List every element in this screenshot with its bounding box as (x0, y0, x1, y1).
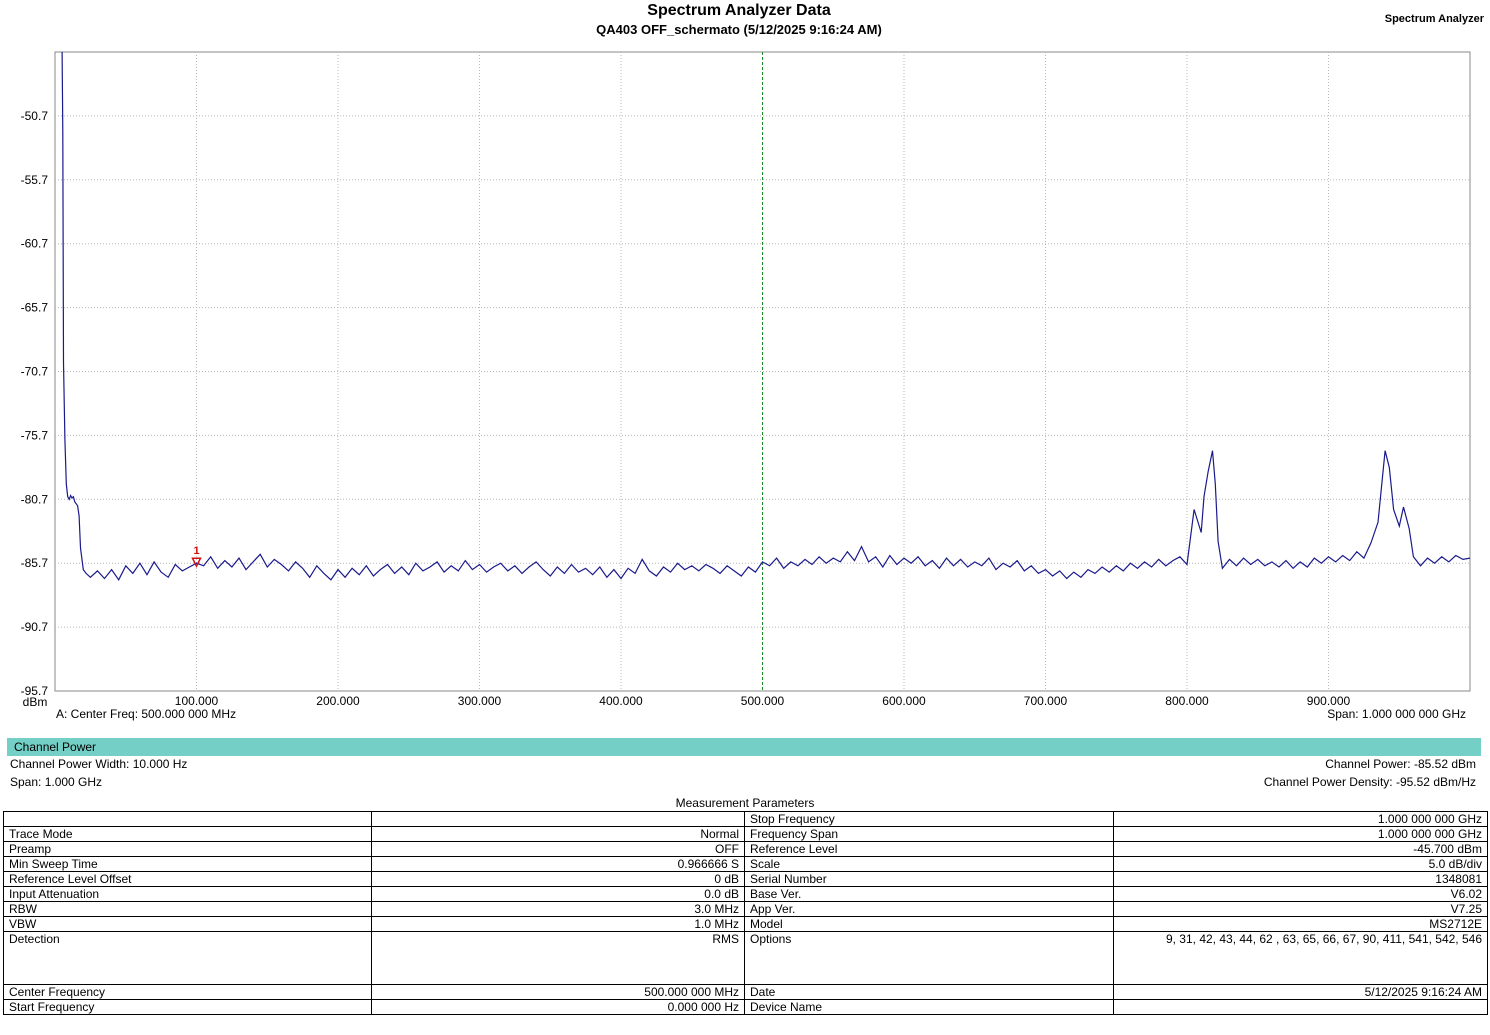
spectrum-chart: -50.7 -55.7 -60.7 -65.7 -70.7 -75.7 -80.7 -85.7… (21, 51, 1471, 709)
measurement-parameters-table: Stop Frequency 1.000 000 000 GHz Trace Mod… (3, 811, 1488, 1015)
param-name: Frequency Span (744, 826, 1114, 842)
channel-power-value: Channel Power: -85.52 dBm (1325, 757, 1476, 771)
param-row: Trace Mode Normal Frequency Span 1.000 000 … (3, 826, 1488, 842)
param-name: Input Attenuation (3, 886, 372, 902)
param-value: RMS (371, 931, 745, 985)
param-name: Min Sweep Time (3, 856, 372, 872)
y-tick-label: -65.7 (21, 301, 49, 315)
param-name: Scale (744, 856, 1114, 872)
param-name: Device Name (744, 999, 1114, 1015)
param-value: 1.000 000 000 GHz (1113, 811, 1488, 827)
param-value: 0.966666 S (371, 856, 745, 872)
param-name: Reference Level (744, 841, 1114, 857)
x-tick-label: 100.000 (175, 694, 219, 708)
param-value: 9, 31, 42, 43, 44, 62 , 63, 65, 66, 67, … (1113, 931, 1488, 985)
y-tick-label: -50.7 (21, 109, 49, 123)
marker-1-symbol (191, 557, 202, 568)
center-freq-label: A: Center Freq: 500.000 000 MHz (56, 707, 237, 721)
param-name: Base Ver. (744, 886, 1114, 902)
param-row: RBW 3.0 MHz App Ver. V7.25 (3, 901, 1488, 917)
y-axis-unit: dBm (23, 695, 48, 709)
param-value: V6.02 (1113, 886, 1488, 902)
param-name: Stop Frequency (744, 811, 1114, 827)
param-value: 1.000 000 000 GHz (1113, 826, 1488, 842)
param-name: Date (744, 984, 1114, 1000)
param-value: 1348081 (1113, 871, 1488, 887)
param-value: 0 dB (371, 871, 745, 887)
param-row: VBW 1.0 MHz Model MS2712E (3, 916, 1488, 932)
x-tick-label: 500.000 (741, 694, 785, 708)
param-value: -45.700 dBm (1113, 841, 1488, 857)
param-name: Model (744, 916, 1114, 932)
param-value: 3.0 MHz (371, 901, 745, 917)
param-value: MS2712E (1113, 916, 1488, 932)
x-tick-label: 600.000 (882, 694, 926, 708)
param-name: RBW (3, 901, 372, 917)
x-tick-label: 400.000 (599, 694, 643, 708)
param-name: Detection (3, 931, 372, 985)
y-tick-label: -95.7 (21, 684, 49, 698)
channel-power-width: Channel Power Width: 10.000 Hz (10, 757, 188, 771)
channel-power-header: Channel Power (7, 738, 1481, 756)
param-row: Input Attenuation 0.0 dB Base Ver. V6.02 (3, 886, 1488, 902)
x-tick-label: 200.000 (316, 694, 360, 708)
param-row: Start Frequency 0.000 000 Hz Device Name (3, 999, 1488, 1015)
y-tick-label: -60.7 (21, 237, 49, 251)
channel-power-span: Span: 1.000 GHz (10, 775, 103, 789)
param-name: VBW (3, 916, 372, 932)
param-name: Options (744, 931, 1114, 985)
param-row: Min Sweep Time 0.966666 S Scale 5.0 dB/div (3, 856, 1488, 872)
param-name (3, 811, 372, 827)
brand-label: Spectrum Analyzer (1384, 13, 1484, 25)
param-value (1113, 999, 1488, 1015)
param-value: 5.0 dB/div (1113, 856, 1488, 872)
param-name: Serial Number (744, 871, 1114, 887)
channel-power-density: Channel Power Density: -95.52 dBm/Hz (1263, 775, 1476, 789)
measurement-parameters-title: Measurement Parameters (675, 796, 815, 810)
param-value: Normal (371, 826, 745, 842)
param-name: Center Frequency (3, 984, 372, 1000)
chart-subtitle: QA403 OFF_schermato (5/12/2025 9:16:24 A… (596, 22, 882, 37)
y-tick-label: -80.7 (21, 492, 49, 506)
param-row: Detection RMS Options 9, 31, 42, 43, 44, 62… (3, 931, 1488, 985)
param-value: 0.000 000 Hz (371, 999, 745, 1015)
param-value (371, 811, 745, 827)
x-tick-label: 800.000 (1165, 694, 1209, 708)
x-tick-label: 300.000 (458, 694, 502, 708)
param-row: Stop Frequency 1.000 000 000 GHz (3, 811, 1488, 827)
param-value: 0.0 dB (371, 886, 745, 902)
param-value: 1.0 MHz (371, 916, 745, 932)
param-name: Start Frequency (3, 999, 372, 1015)
y-tick-label: -75.7 (21, 428, 49, 442)
y-tick-label: -90.7 (21, 620, 49, 634)
x-tick-label: 700.000 (1024, 694, 1068, 708)
param-value: OFF (371, 841, 745, 857)
y-tick-label: -85.7 (21, 556, 49, 570)
param-value: 5/12/2025 9:16:24 AM (1113, 984, 1488, 1000)
param-name: Trace Mode (3, 826, 372, 842)
spectrum-trace (61, 51, 1471, 581)
y-tick-label: -55.7 (21, 173, 49, 187)
param-name: Reference Level Offset (3, 871, 372, 887)
y-tick-label: -70.7 (21, 365, 49, 379)
x-tick-label: 900.000 (1307, 694, 1351, 708)
param-row: Reference Level Offset 0 dB Serial Number 1… (3, 871, 1488, 887)
marker-1-label: 1 (193, 545, 199, 557)
chart-title: Spectrum Analyzer Data (647, 2, 831, 19)
param-name: Preamp (3, 841, 372, 857)
param-name: App Ver. (744, 901, 1114, 917)
param-value: V7.25 (1113, 901, 1488, 917)
param-value: 500.000 000 MHz (371, 984, 745, 1000)
span-label: Span: 1.000 000 000 GHz (1327, 707, 1466, 721)
param-row: Preamp OFF Reference Level -45.700 dBm (3, 841, 1488, 857)
param-row: Center Frequency 500.000 000 MHz Date 5/12/… (3, 984, 1488, 1000)
